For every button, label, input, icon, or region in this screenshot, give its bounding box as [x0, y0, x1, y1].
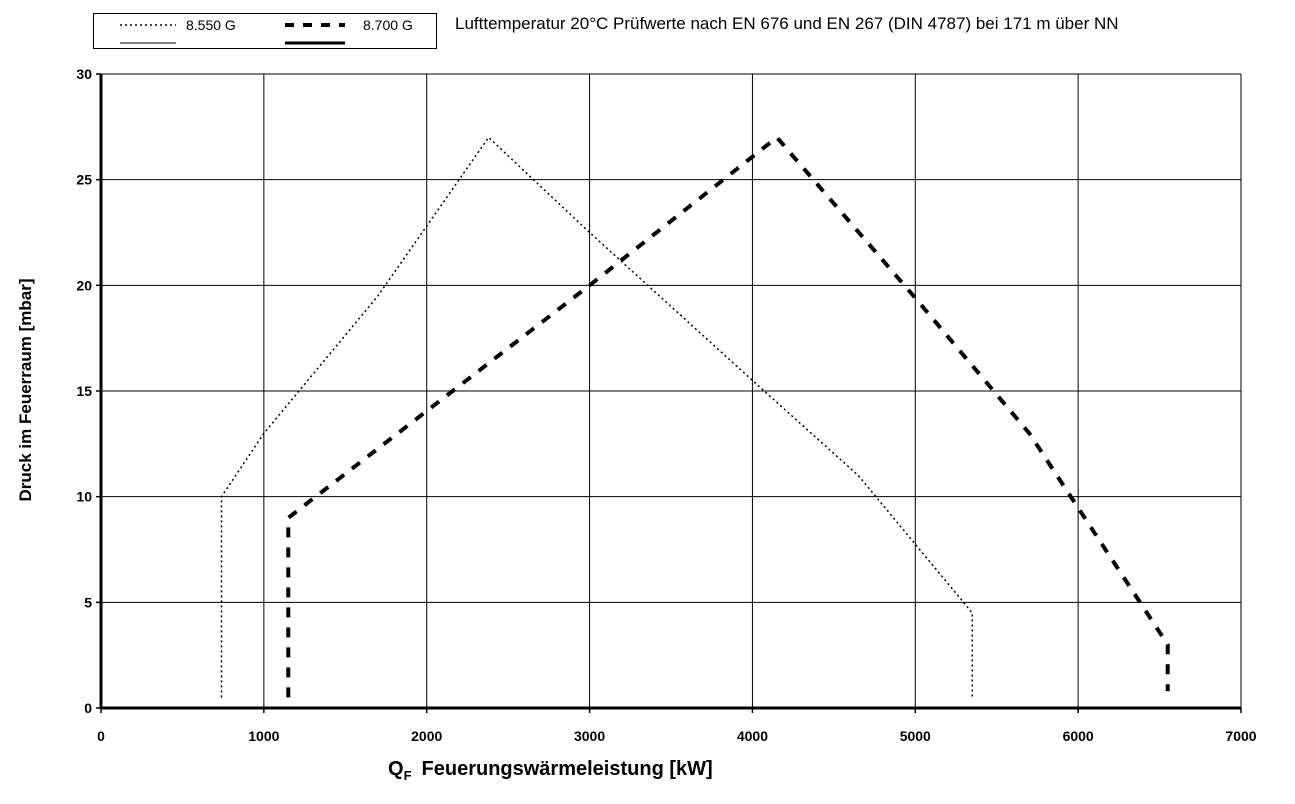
- x-tick-label: 2000: [411, 728, 442, 744]
- y-tick-label: 20: [76, 277, 92, 293]
- series-line-2: [286, 134, 1170, 698]
- x-tick-label: 1000: [248, 728, 279, 744]
- y-axis-label: Druck im Feuerraum [mbar]: [16, 278, 35, 502]
- y-tick-labels: 0 5 10 15 20 25 30: [76, 66, 92, 716]
- x-tick-label: 3000: [574, 728, 605, 744]
- y-tick-label: 10: [76, 489, 92, 505]
- axes: [96, 73, 1242, 713]
- legend-swatches: [120, 23, 345, 45]
- series-line-1: [220, 136, 974, 698]
- chart-note: Lufttemperatur 20°C Prüfwerte nach EN 67…: [455, 14, 1119, 33]
- legend-label-series-1: 8.550 G: [186, 17, 236, 33]
- x-axis-label-symbol: Q: [388, 758, 404, 780]
- legend-label-series-2: 8.700 G: [363, 17, 413, 33]
- legend: 8.550 G 8.700 G: [93, 13, 437, 49]
- y-tick-label: 30: [76, 66, 92, 82]
- x-axis-label: QF Feuerungswärmeleistung [kW]: [388, 758, 713, 783]
- x-axis-label-subscript: F: [403, 768, 412, 783]
- y-tick-label: 0: [84, 700, 92, 716]
- x-tick-label: 4000: [737, 728, 768, 744]
- y-tick-label: 5: [84, 594, 92, 610]
- x-tick-labels: 0 1000 2000 3000 4000 5000 6000 7000: [97, 728, 1257, 744]
- x-tick-label: 7000: [1225, 728, 1256, 744]
- grid-lines: [101, 73, 1242, 708]
- x-tick-label: 0: [97, 728, 105, 744]
- x-tick-label: 5000: [900, 728, 931, 744]
- y-tick-label: 15: [76, 383, 92, 399]
- x-tick-label: 6000: [1063, 728, 1094, 744]
- x-axis-label-text: Feuerungswärmeleistung [kW]: [421, 758, 713, 780]
- series-lines: [220, 134, 1170, 698]
- y-tick-label: 25: [76, 172, 92, 188]
